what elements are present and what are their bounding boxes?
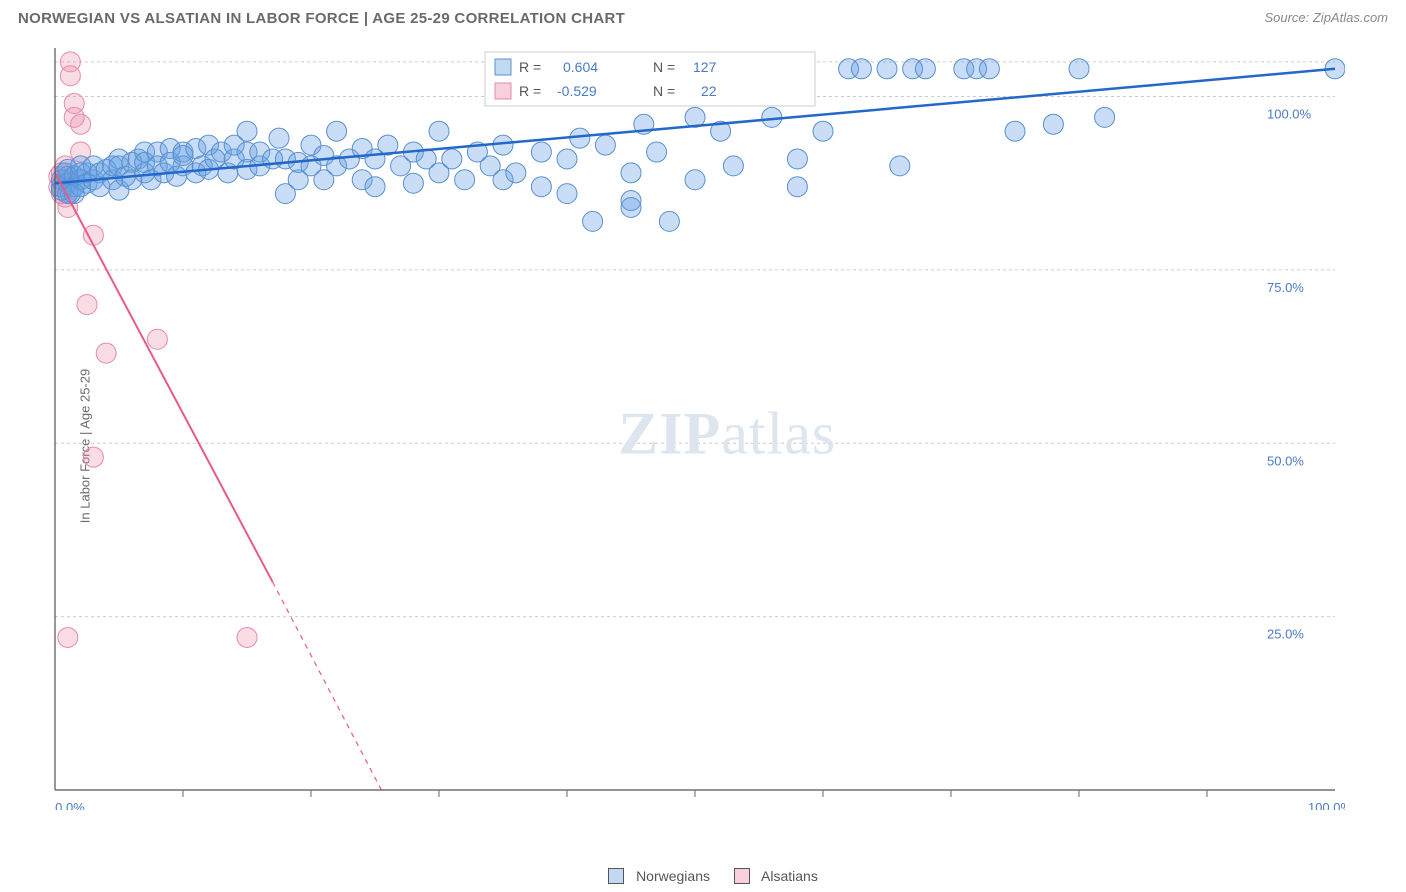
legend-swatch-alsatians-icon (734, 868, 750, 884)
data-point (71, 114, 91, 134)
data-point (621, 197, 641, 217)
data-point (64, 184, 84, 204)
y-tick-label: 100.0% (1267, 107, 1312, 122)
scatter-chart: 25.0% 50.0% 75.0% 100.0% ZIPatlas 0.0% 100.0% R… (45, 40, 1345, 810)
data-point (493, 135, 513, 155)
data-point (269, 128, 289, 148)
chart-title: NORWEGIAN VS ALSATIAN IN LABOR FORCE | A… (18, 10, 625, 27)
y-tick-label: 25.0% (1267, 627, 1304, 642)
legend-swatch-icon (495, 83, 511, 99)
data-point (813, 121, 833, 141)
legend-n-value-pink: 22 (701, 83, 717, 99)
legend-swatch-norwegians-icon (608, 868, 624, 884)
legend-r-label: R = (519, 59, 541, 75)
y-tick-label: 75.0% (1267, 280, 1304, 295)
data-point (787, 149, 807, 169)
data-point (58, 627, 78, 647)
data-point (1069, 59, 1089, 79)
data-point (583, 211, 603, 231)
data-point (429, 121, 449, 141)
trendline-alsatians-extrapolated (273, 582, 382, 790)
data-point (787, 177, 807, 197)
data-point (237, 121, 257, 141)
data-point (979, 59, 999, 79)
data-point (621, 163, 641, 183)
legend-label-norwegians: Norwegians (636, 868, 710, 884)
x-tick-label: 100.0% (1308, 800, 1345, 810)
data-point (237, 627, 257, 647)
data-point (83, 225, 103, 245)
data-point (877, 59, 897, 79)
data-point (890, 156, 910, 176)
data-point (77, 295, 97, 315)
trendline-alsatians (55, 173, 273, 582)
watermark: ZIPatlas (618, 400, 836, 466)
data-point (531, 142, 551, 162)
legend-r-label: R = (519, 83, 541, 99)
data-point (1043, 114, 1063, 134)
data-point (442, 149, 462, 169)
data-point (60, 66, 80, 86)
legend-n-value-blue: 127 (693, 59, 717, 75)
chart-area: 25.0% 50.0% 75.0% 100.0% ZIPatlas 0.0% 100.0% R… (45, 40, 1396, 837)
data-point (531, 177, 551, 197)
data-point (147, 329, 167, 349)
legend-r-value-blue: 0.604 (563, 59, 598, 75)
legend-n-label: N = (653, 59, 675, 75)
data-point (557, 149, 577, 169)
legend-label-alsatians: Alsatians (761, 868, 818, 884)
x-tick-label: 0.0% (55, 800, 85, 810)
legend-n-label: N = (653, 83, 675, 99)
data-point (851, 59, 871, 79)
bottom-legend: Norwegians Alsatians (0, 868, 1406, 884)
data-point (685, 170, 705, 190)
source-attribution: Source: ZipAtlas.com (1264, 10, 1388, 25)
data-point (96, 343, 116, 363)
data-point (327, 121, 347, 141)
data-point (83, 447, 103, 467)
data-point (455, 170, 475, 190)
legend-swatch-icon (495, 59, 511, 75)
data-point (365, 177, 385, 197)
data-point (557, 184, 577, 204)
legend-r-value-pink: -0.529 (557, 83, 597, 99)
y-tick-label: 50.0% (1267, 453, 1304, 468)
data-point (647, 142, 667, 162)
data-point (403, 173, 423, 193)
data-point (1095, 107, 1115, 127)
data-point (595, 135, 615, 155)
data-point (659, 211, 679, 231)
data-point (1005, 121, 1025, 141)
data-point (723, 156, 743, 176)
data-point (915, 59, 935, 79)
data-point (506, 163, 526, 183)
